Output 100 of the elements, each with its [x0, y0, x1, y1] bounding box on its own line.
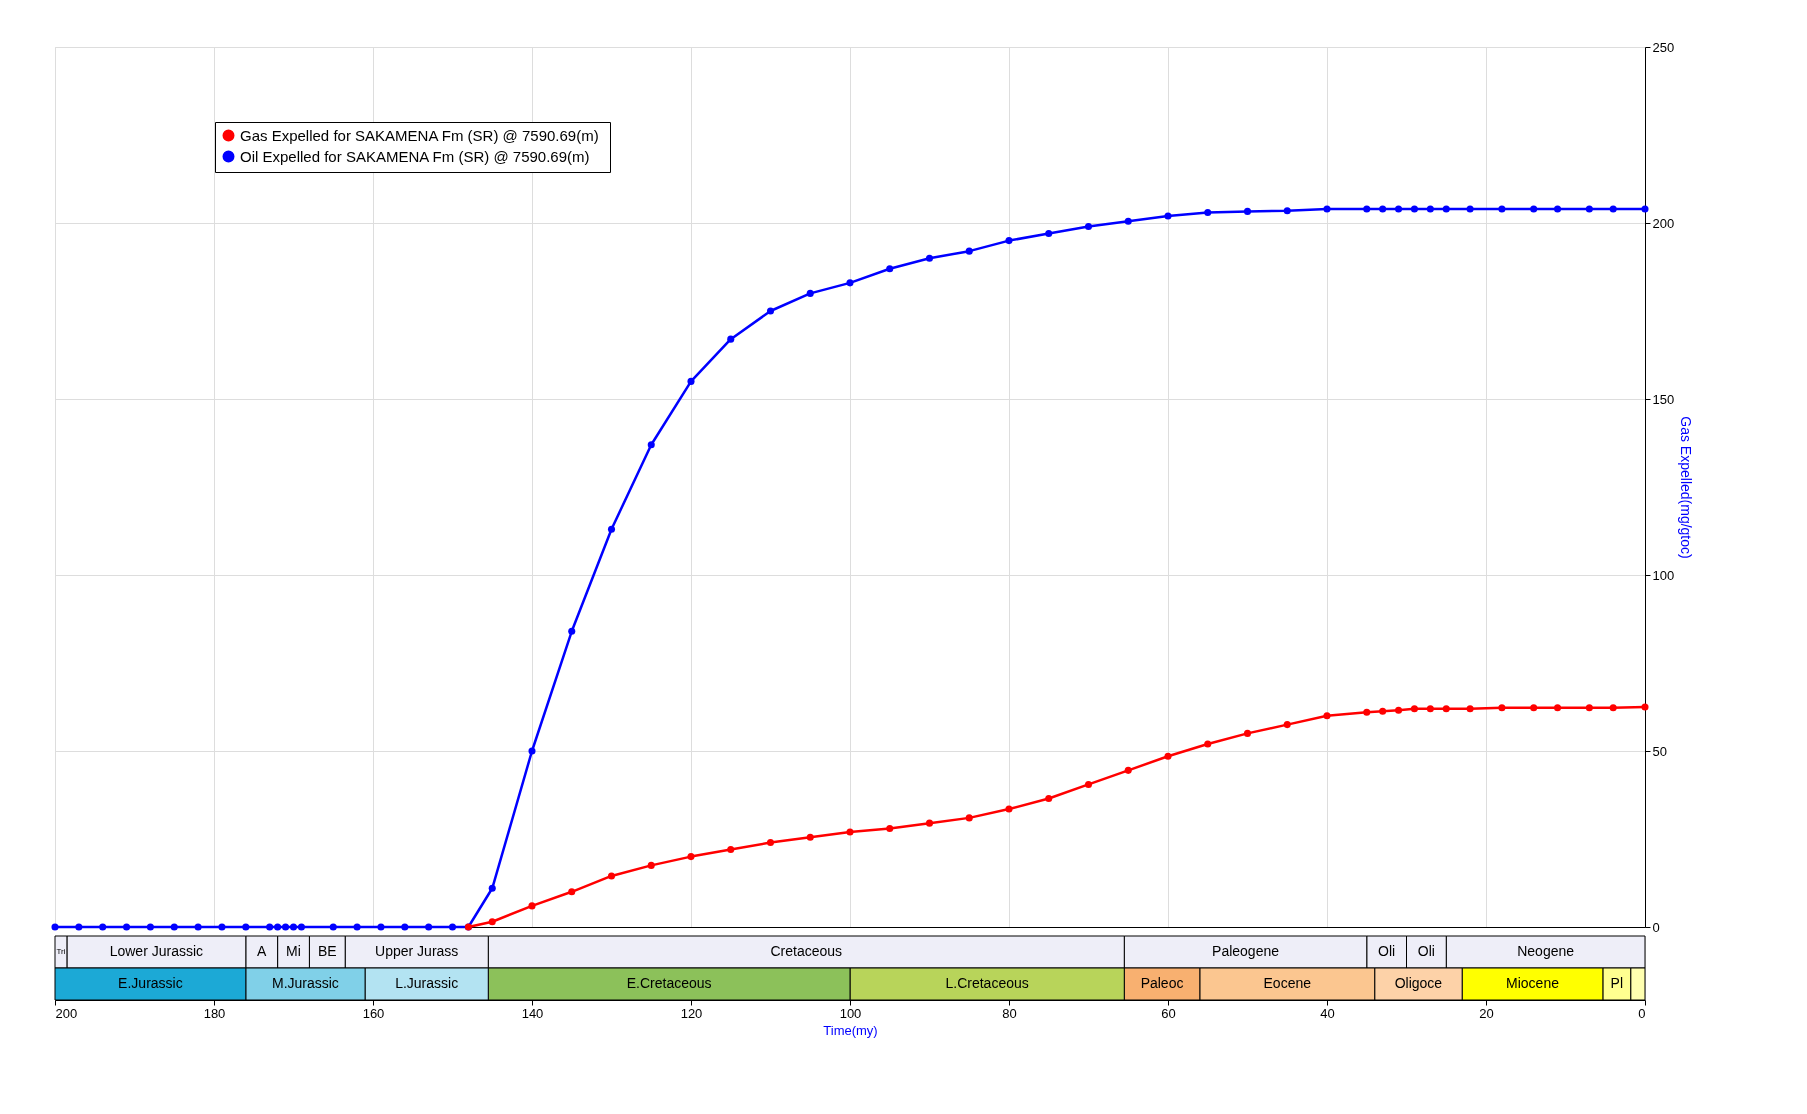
x-tick-label: 180 — [203, 1005, 226, 1021]
y-tick-label: 0 — [1652, 919, 1660, 935]
series-label: Paleoc — [1140, 975, 1184, 991]
point — [1204, 740, 1212, 748]
point — [846, 828, 854, 836]
point — [1395, 205, 1403, 213]
series-label: Lower Jurassic — [109, 943, 204, 959]
x-tick-label: 40 — [1320, 1005, 1335, 1021]
x-tick-label: 160 — [362, 1005, 385, 1021]
series-label: Pl — [1610, 975, 1623, 991]
point — [218, 923, 226, 931]
series-label: Oli — [1378, 943, 1396, 959]
point — [488, 918, 496, 926]
point — [1005, 237, 1013, 245]
point — [282, 923, 290, 931]
point — [1641, 205, 1649, 213]
point — [266, 923, 274, 931]
series-label: Miocene — [1506, 975, 1560, 991]
y-tick-label: 100 — [1652, 567, 1675, 583]
point — [1084, 222, 1093, 231]
x-tick-label: 0 — [1638, 1005, 1646, 1021]
point — [1554, 704, 1562, 712]
point — [568, 627, 576, 635]
point — [1283, 721, 1291, 729]
point — [1045, 230, 1053, 238]
point — [687, 377, 695, 385]
point — [1363, 708, 1371, 716]
point — [647, 441, 655, 449]
series-label: L.Cretaceous — [945, 975, 1029, 991]
point — [75, 923, 83, 931]
point — [274, 923, 282, 931]
y-tick-label: 200 — [1652, 215, 1675, 231]
point — [488, 884, 496, 892]
point — [1641, 703, 1649, 711]
x-tick-label: 60 — [1161, 1005, 1176, 1021]
point — [1609, 704, 1617, 712]
point — [1498, 205, 1506, 213]
point — [425, 923, 433, 931]
point — [1585, 704, 1593, 712]
point — [401, 923, 409, 931]
series-label: Oli — [1417, 943, 1435, 959]
x-tick-label: 120 — [680, 1005, 703, 1021]
point — [1124, 217, 1132, 225]
y-tick-label: 50 — [1652, 743, 1667, 759]
point — [297, 923, 305, 931]
legend-label: Gas Expelled for SAKAMENA Fm (SR) @ 7590.69(m) — [240, 126, 599, 144]
series-label: Neogene — [1517, 943, 1575, 959]
point — [329, 923, 337, 931]
point — [377, 923, 385, 931]
point — [568, 888, 576, 896]
point — [766, 307, 775, 315]
series-label: Mi — [286, 943, 301, 959]
point — [353, 923, 361, 931]
point — [1005, 805, 1013, 813]
point — [1466, 205, 1474, 213]
point — [1243, 729, 1252, 737]
point — [886, 265, 894, 273]
series-label: Tri — [56, 947, 66, 956]
point — [886, 824, 894, 832]
point — [1045, 794, 1053, 803]
point — [1498, 704, 1506, 712]
point — [727, 846, 735, 854]
point — [123, 923, 131, 931]
point — [289, 923, 298, 931]
point — [1363, 205, 1371, 213]
point — [607, 872, 616, 880]
point — [925, 819, 934, 827]
point — [1124, 766, 1132, 774]
point — [1379, 707, 1387, 715]
point — [1283, 207, 1291, 215]
series-label: Upper Jurass — [375, 943, 459, 959]
x-tick-label: 100 — [839, 1005, 862, 1021]
point — [528, 902, 536, 910]
point — [846, 279, 854, 287]
point — [1243, 207, 1252, 215]
point — [51, 923, 59, 931]
point — [806, 289, 814, 297]
point — [1204, 208, 1212, 216]
point — [1530, 205, 1538, 213]
point — [1323, 205, 1331, 213]
point — [965, 247, 973, 255]
point — [1554, 205, 1562, 213]
x-axis-title: Time(my) — [823, 1022, 878, 1038]
point — [1466, 705, 1474, 713]
series-label: E.Cretaceous — [626, 975, 712, 991]
x-tick-label: 80 — [1002, 1005, 1017, 1021]
point — [1164, 212, 1172, 220]
point — [1164, 752, 1172, 760]
point — [1323, 712, 1331, 720]
series-label: Eocene — [1263, 975, 1312, 991]
point — [1410, 205, 1418, 213]
point — [1410, 705, 1418, 713]
point — [170, 923, 178, 931]
x-tick-label: 140 — [521, 1005, 544, 1021]
x-tick-label: 200 — [55, 1005, 78, 1021]
point — [965, 814, 973, 822]
point — [1530, 704, 1538, 712]
point — [1609, 205, 1617, 213]
y-tick-label: 250 — [1652, 39, 1675, 55]
series-label: L.Jurassic — [395, 975, 459, 991]
